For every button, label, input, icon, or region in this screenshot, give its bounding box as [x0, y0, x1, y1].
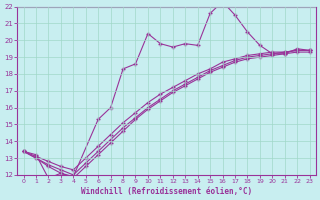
X-axis label: Windchill (Refroidissement éolien,°C): Windchill (Refroidissement éolien,°C) — [81, 187, 252, 196]
